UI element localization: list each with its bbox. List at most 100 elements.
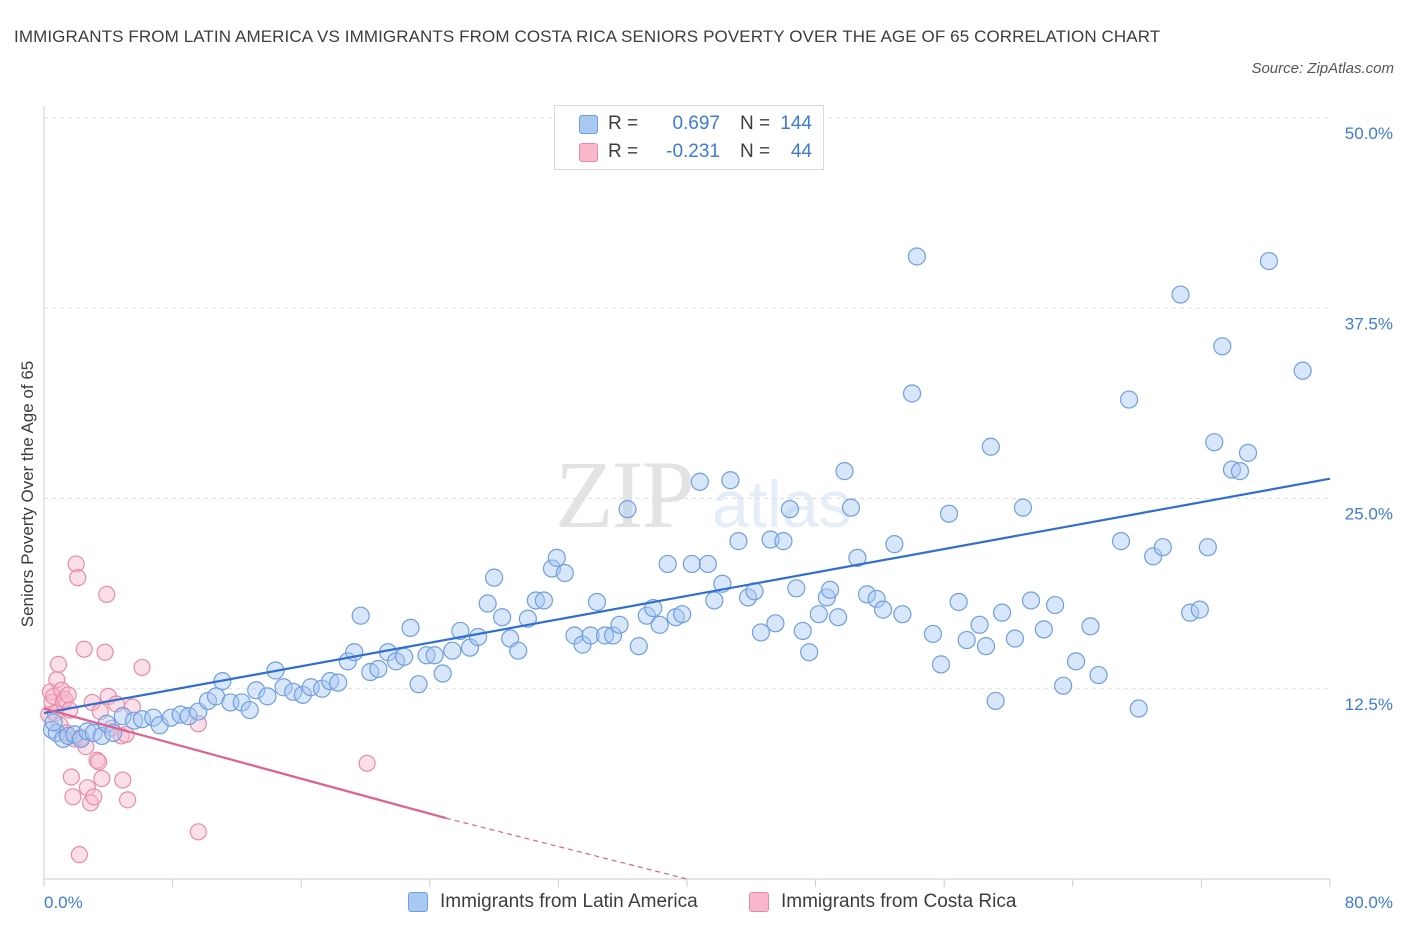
data-point-latin-america — [751, 623, 771, 642]
data-point-latin-america — [787, 579, 806, 598]
data-point-latin-america — [329, 673, 348, 692]
data-point-latin-america — [610, 615, 629, 634]
trendline-costa-rica-extension — [445, 817, 688, 880]
data-point-costa-rica — [56, 690, 74, 709]
data-point-latin-america — [957, 630, 976, 650]
data-point-latin-america — [493, 608, 512, 627]
data-point-costa-rica — [189, 715, 207, 733]
data-point-latin-america — [247, 681, 266, 700]
data-point-latin-america — [809, 605, 828, 624]
bottom-legend-swatch-pink — [749, 892, 769, 912]
watermark-atlas: atlas — [712, 467, 851, 541]
trendlines — [43, 477, 1331, 880]
legend: R = 0.697 N = 144 R = -0.231 N = 44 — [554, 105, 824, 170]
watermark-zip: ZIP — [555, 441, 693, 548]
data-point-costa-rica — [48, 671, 66, 689]
data-point-latin-america — [144, 708, 163, 727]
data-point-costa-rica — [93, 769, 111, 788]
data-point-latin-america — [835, 462, 854, 481]
data-point-latin-america — [867, 589, 886, 609]
data-point-latin-america — [650, 615, 669, 634]
y-tick-label: 25.0% — [1345, 505, 1393, 524]
bottom-legend-label: Immigrants from Costa Rica — [781, 891, 1017, 912]
y-tick-label: 50.0% — [1345, 124, 1393, 143]
data-point-latin-america — [629, 637, 648, 656]
data-point-latin-america — [992, 603, 1012, 622]
legend-n-label: N = — [740, 113, 771, 134]
data-point-latin-america — [1198, 538, 1217, 557]
data-point-latin-america — [1054, 676, 1073, 695]
data-point-latin-america — [1293, 361, 1312, 380]
legend-n-value: 144 — [780, 113, 812, 134]
data-point-costa-rica — [59, 686, 77, 704]
chart-title: IMMIGRANTS FROM LATIN AMERICA VS IMMIGRA… — [14, 27, 1161, 46]
legend-row-costa-rica: R = -0.231 N = 44 — [555, 138, 812, 166]
data-point-costa-rica — [64, 788, 82, 806]
data-point-costa-rica — [85, 788, 103, 806]
data-point-latin-america — [555, 563, 574, 583]
data-point-latin-america — [618, 500, 637, 519]
legend-swatch-pink — [579, 142, 598, 162]
data-point-latin-america — [78, 722, 97, 741]
data-point-latin-america — [1089, 665, 1108, 685]
trendline-latin-america — [43, 477, 1331, 715]
data-point-latin-america — [931, 655, 951, 674]
data-point-latin-america — [939, 504, 959, 523]
data-point-latin-america — [902, 384, 922, 403]
bottom-legend-label: Immigrants from Latin America — [440, 891, 698, 912]
data-point-latin-america — [1129, 699, 1148, 718]
data-point-latin-america — [113, 707, 132, 726]
watermark: ZIP atlas — [555, 441, 851, 548]
data-point-latin-america — [534, 591, 554, 610]
data-point-latin-america — [893, 605, 912, 624]
data-point-latin-america — [1119, 390, 1139, 409]
data-point-latin-america — [721, 471, 740, 490]
series-latin-america — [42, 247, 1312, 749]
data-point-latin-america — [820, 580, 840, 599]
x-tick-labels: 0.0% 80.0% — [44, 893, 1393, 912]
data-point-latin-america — [509, 641, 528, 660]
data-point-costa-rica — [96, 643, 114, 661]
data-point-costa-rica — [49, 655, 68, 673]
data-point-latin-america — [774, 532, 793, 551]
data-point-latin-america — [587, 592, 607, 612]
data-point-latin-america — [1213, 337, 1232, 356]
data-point-latin-america — [1238, 443, 1258, 462]
data-point-latin-america — [581, 626, 600, 645]
data-point-latin-america — [1259, 251, 1279, 271]
y-axis-label: Seniors Poverty Over the Age of 65 — [18, 361, 37, 627]
data-point-latin-america — [1205, 433, 1224, 452]
y-tick-labels: 12.5% 25.0% 37.5% 50.0% — [1345, 124, 1393, 714]
data-point-latin-america — [433, 664, 452, 683]
data-point-latin-america — [829, 608, 848, 627]
data-point-costa-rica — [67, 555, 85, 573]
data-point-latin-america — [179, 707, 198, 726]
data-point-latin-america — [478, 594, 497, 613]
data-point-latin-america — [1081, 617, 1100, 636]
data-point-latin-america — [673, 605, 692, 624]
data-point-latin-america — [698, 554, 717, 574]
data-point-latin-america — [1111, 532, 1131, 551]
data-point-costa-rica — [69, 569, 87, 587]
data-point-latin-america — [425, 646, 444, 665]
data-point-latin-america — [780, 500, 799, 519]
data-point-latin-america — [1144, 547, 1163, 566]
data-point-latin-america — [690, 472, 709, 491]
x-tick-label: 80.0% — [1345, 893, 1393, 912]
bottom-legend-swatch-blue — [408, 892, 428, 912]
data-point-latin-america — [1005, 629, 1025, 648]
data-point-latin-america — [1034, 620, 1053, 639]
legend-r-value: 0.697 — [672, 113, 720, 134]
data-point-latin-america — [274, 678, 293, 697]
data-point-latin-america — [54, 729, 73, 749]
data-point-latin-america — [485, 568, 504, 587]
trendline-costa-rica — [43, 707, 447, 820]
data-point-latin-america — [907, 247, 926, 266]
data-point-costa-rica — [62, 768, 80, 786]
data-point-latin-america — [766, 614, 785, 633]
source-label: Source: ZipAtlas.com — [1251, 60, 1394, 77]
data-point-costa-rica — [133, 658, 151, 677]
data-point-latin-america — [841, 498, 861, 517]
data-point-latin-america — [705, 591, 724, 610]
